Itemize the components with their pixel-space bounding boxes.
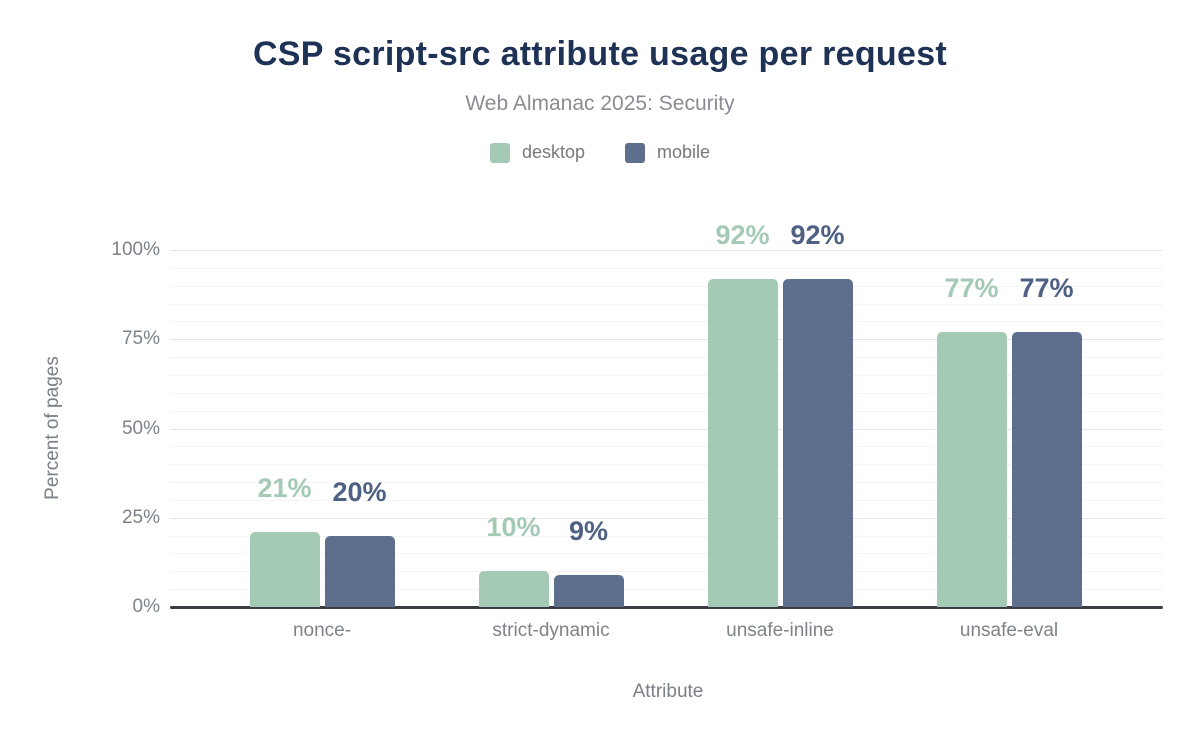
gridline [170,410,1163,412]
y-tick-label: 0% [132,596,160,617]
bar-desktop-strict-dynamic[interactable] [478,571,549,607]
gridline [170,392,1163,394]
gridline [170,357,1163,359]
y-axis-title: Percent of pages [42,356,63,500]
y-tick-label: 25% [121,506,160,528]
gridline [170,499,1163,501]
gridline [170,374,1163,376]
gridline [170,571,1163,573]
gridline [170,303,1163,305]
gridline [170,446,1163,448]
value-label-desktop-unsafe-inline: 92% [715,219,770,250]
bar-desktop-unsafe-eval[interactable] [936,332,1007,607]
gridline [170,285,1163,287]
gridline [170,482,1163,484]
value-label-mobile-strict-dynamic: 9% [568,515,609,546]
value-label-mobile-unsafe-eval: 77% [1019,273,1074,304]
legend-swatch-mobile [625,142,645,163]
value-label-mobile-nonce-: 20% [332,476,387,507]
bar-mobile-strict-dynamic[interactable] [553,574,624,607]
legend-label-desktop: desktop [521,142,585,162]
gridline [170,339,1163,341]
gridline [170,428,1163,430]
value-label-desktop-strict-dynamic: 10% [486,512,541,543]
y-tick-label: 50% [121,417,160,439]
legend-item-desktop[interactable]: desktop [489,142,585,163]
bar-mobile-unsafe-eval[interactable] [1011,332,1082,607]
gridline [170,321,1163,323]
value-label-desktop-nonce-: 21% [257,473,312,504]
gridline [170,535,1163,537]
x-tick-label-strict-dynamic: strict-dynamic [492,620,610,641]
legend-item-mobile[interactable]: mobile [625,142,710,163]
x-axis-title: Attribute [632,681,704,702]
chart-title: CSP script-src attribute usage per reque… [252,35,948,73]
gridline [170,517,1163,519]
gridline [170,250,1163,251]
bar-desktop-nonce-[interactable] [249,532,320,607]
x-tick-label-unsafe-inline: unsafe-inline [726,620,834,641]
bar-mobile-nonce-[interactable] [324,535,395,607]
legend-label-mobile: mobile [657,142,711,162]
value-label-mobile-unsafe-inline: 92% [790,219,845,250]
y-tick-label: 75% [121,328,160,350]
legend-swatch-desktop [489,142,510,163]
gridline [170,267,1163,269]
gridline [170,464,1163,466]
gridline [170,553,1163,555]
chart-legend: desktop mobile [0,142,1200,163]
bar-desktop-unsafe-inline[interactable] [707,278,778,607]
bar-mobile-unsafe-inline[interactable] [782,278,853,607]
value-label-desktop-unsafe-eval: 77% [944,273,999,304]
gridline [170,589,1163,591]
x-tick-label-nonce-: nonce- [292,620,352,641]
x-tick-label-unsafe-eval: unsafe-eval [959,620,1059,641]
x-axis-line [170,605,1163,609]
chart-subtitle: Web Almanac 2025: Security [465,92,735,115]
y-tick-label: 100% [111,239,160,260]
